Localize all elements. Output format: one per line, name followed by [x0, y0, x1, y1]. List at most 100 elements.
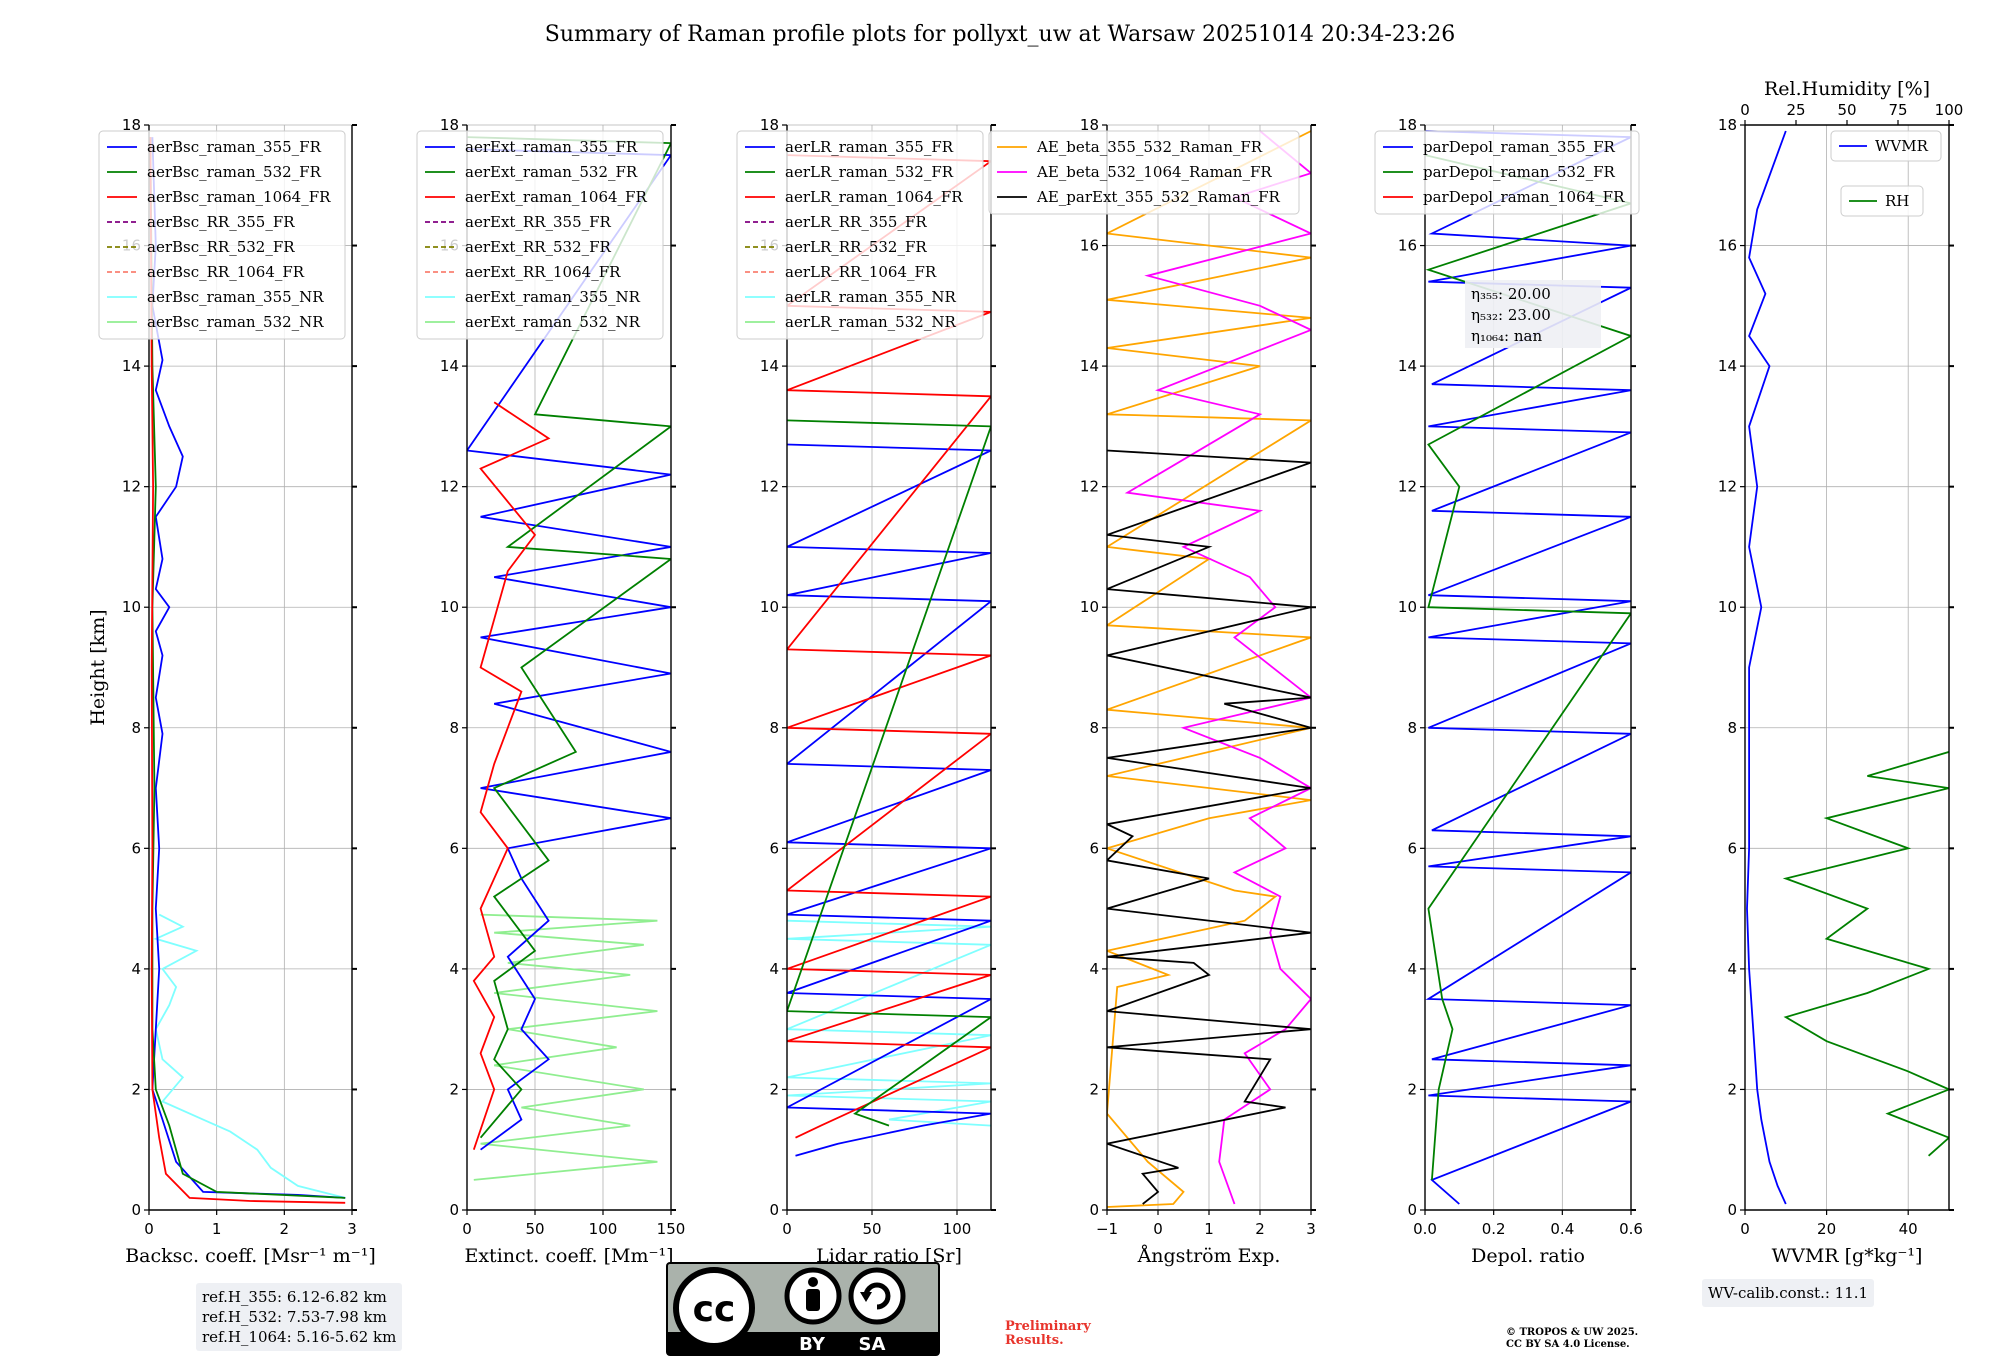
y-tick-label: 0 [131, 1201, 141, 1219]
legend-label: aerBsc_raman_532_FR [147, 163, 322, 181]
series-aerBsc_raman_355_FR [151, 137, 346, 1199]
copyright-line-1: © TROPOS & UW 2025. [1506, 1327, 1639, 1338]
x-tick-label: 0.0 [1413, 1220, 1437, 1238]
y-tick-label: 8 [1089, 719, 1099, 737]
y-tick-label: 10 [1398, 598, 1417, 616]
legend-box [416, 130, 664, 340]
y-tick-label: 12 [1398, 478, 1417, 496]
legend-label: aerLR_RR_355_FR [785, 213, 927, 231]
y-tick-label: 18 [1398, 116, 1417, 134]
legend-label: parDepol_raman_1064_FR [1423, 188, 1625, 206]
x-tick-top-label: 25 [1786, 101, 1805, 119]
legend-label: aerExt_raman_1064_FR [465, 188, 647, 206]
y-tick-label: 18 [440, 116, 459, 134]
series-aerLR_raman_355_FR [787, 443, 991, 1157]
y-tick-label: 0 [769, 1201, 779, 1219]
y-tick-label: 0 [449, 1201, 459, 1219]
y-tick-label: 10 [1718, 598, 1737, 616]
y-tick-label: 14 [1080, 357, 1099, 375]
y-tick-label: 2 [1727, 1080, 1737, 1098]
legend-label: aerLR_RR_532_FR [785, 238, 927, 256]
series-aerExt_raman_355_FR [467, 148, 671, 1151]
ref-height-355: ref.H_355: 6.12-6.82 km [202, 1288, 387, 1306]
legend-label: aerLR_RR_1064_FR [785, 263, 937, 281]
legend-box [1830, 130, 1942, 162]
series-aerLR_raman_355_NR [787, 919, 991, 1127]
y-tick-label: 2 [1407, 1080, 1417, 1098]
legend-label: aerBsc_RR_1064_FR [147, 263, 305, 281]
ref-height-532: ref.H_532: 7.53-7.98 km [202, 1308, 387, 1326]
sa-label: SA [859, 1334, 886, 1355]
y-tick-label: 12 [1080, 478, 1099, 496]
y-tick-label: 8 [131, 719, 141, 737]
y-tick-label: 4 [769, 960, 779, 978]
x-tick-label: 2 [1255, 1220, 1265, 1238]
series-AE_beta_532_1064_Raman_FR [1124, 130, 1311, 1205]
x-axis-label: Depol. ratio [1471, 1245, 1585, 1267]
series-RH [1782, 751, 1949, 1157]
figure-title: Summary of Raman profile plots for polly… [544, 22, 1456, 47]
y-tick-label: 6 [1089, 839, 1099, 857]
legend-label: aerExt_RR_532_FR [465, 238, 612, 256]
legend-label: aerBsc_raman_355_NR [147, 288, 324, 306]
cc-text: cc [693, 1289, 736, 1330]
y-tick-label: 12 [440, 478, 459, 496]
panel-2: 024681012141618050100150Extinct. coeff. … [416, 116, 685, 1267]
x-tick-label: 0 [1153, 1220, 1163, 1238]
series-aerExt_raman_532_FR [467, 136, 671, 1139]
annotation-line: η₅₃₂: 23.00 [1471, 306, 1551, 324]
series-aerLR_raman_532_FR [787, 419, 991, 1127]
x-tick-label: 0.2 [1482, 1220, 1506, 1238]
x-axis-top-label: Rel.Humidity [%] [1764, 78, 1930, 100]
annotation-line: η₃₅₅: 20.00 [1471, 285, 1551, 303]
legend-label: aerExt_raman_355_FR [465, 138, 638, 156]
cc-circle-icon [673, 1267, 755, 1349]
copyright-note: © TROPOS & UW 2025. CC BY SA 4.0 License… [1506, 1327, 1638, 1351]
x-tick-label: 0.6 [1619, 1220, 1643, 1238]
x-tick-label: 0 [462, 1220, 472, 1238]
x-tick-label: 0.4 [1550, 1220, 1574, 1238]
y-tick-label: 0 [1727, 1201, 1737, 1219]
x-tick-label: 3 [1306, 1220, 1316, 1238]
y-tick-label: 16 [1718, 237, 1737, 255]
legend-label: aerBsc_raman_1064_FR [147, 188, 331, 206]
x-tick-label: 3 [347, 1220, 357, 1238]
legend-label: aerLR_raman_1064_FR [785, 188, 963, 206]
y-tick-label: 12 [122, 478, 141, 496]
x-tick-label: 40 [1899, 1220, 1918, 1238]
y-axis-label: Height [km] [87, 609, 109, 725]
y-tick-label: 8 [769, 719, 779, 737]
series-parDepol_raman_532_FR [1425, 154, 1631, 1180]
y-tick-label: 6 [1407, 839, 1417, 857]
annotation-line: η₁₀₆₄: nan [1471, 327, 1542, 345]
y-tick-label: 10 [122, 598, 141, 616]
y-tick-label: 0 [1407, 1201, 1417, 1219]
panel-1: 0246810121416180123Backsc. coeff. [Msr⁻¹… [87, 116, 376, 1267]
legend-label: aerLR_raman_355_NR [785, 288, 956, 306]
legend-box [736, 130, 984, 340]
legend-box [1374, 130, 1640, 215]
x-tick-top-label: 75 [1888, 101, 1907, 119]
legend-label: aerBsc_raman_532_NR [147, 313, 324, 331]
legend-label: aerExt_RR_355_FR [465, 213, 612, 231]
y-tick-label: 4 [1089, 960, 1099, 978]
legend-label: aerExt_raman_532_NR [465, 313, 641, 331]
y-tick-label: 4 [449, 960, 459, 978]
preliminary-line-1: Preliminary [1005, 1319, 1091, 1334]
y-tick-label: 8 [449, 719, 459, 737]
x-tick-top-label: 0 [1740, 101, 1750, 119]
reference-heights-box: ref.H_355: 6.12-6.82 km ref.H_532: 7.53-… [196, 1283, 403, 1351]
y-tick-label: 12 [1718, 478, 1737, 496]
preliminary-note: Preliminary Results. [1005, 1320, 1091, 1348]
legend-label: parDepol_raman_532_FR [1423, 163, 1616, 181]
y-tick-label: 14 [122, 357, 141, 375]
legend-label: aerLR_raman_355_FR [785, 138, 954, 156]
x-axis-label: Ångström Exp. [1137, 1245, 1281, 1267]
share-alike-icon [848, 1267, 906, 1325]
wv-calib-box: WV-calib.const.: 11.1 [1702, 1279, 1875, 1307]
x-tick-label: 1 [212, 1220, 222, 1238]
cc-by-sa-badge: cc BY SA [666, 1262, 940, 1356]
